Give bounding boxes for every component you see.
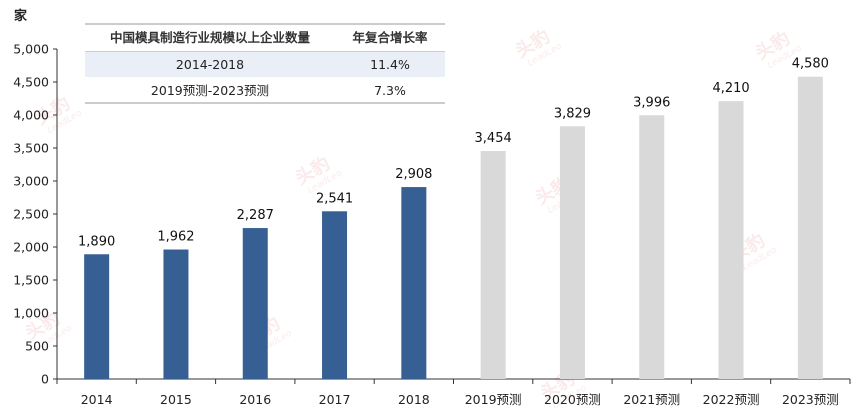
y-unit-label: 家 — [14, 8, 28, 24]
forecast-bar — [718, 101, 744, 379]
x-tick-label: 2015 — [160, 392, 192, 407]
x-tick-label: 2019预测 — [465, 392, 522, 407]
x-tick-label: 2014 — [81, 392, 113, 407]
actual-bar — [242, 228, 268, 379]
actual-bar — [163, 249, 189, 379]
data-labels: 1,890 1,962 2,287 2,541 2,908 3,454 3,829 3,996… — [78, 57, 829, 250]
table-cell-period: 2019预测-2023预测 — [151, 83, 269, 98]
table-row-band — [85, 52, 445, 77]
table-cell-period: 2014-2018 — [176, 57, 244, 72]
actual-bar — [401, 187, 427, 379]
forecast-bar — [559, 126, 585, 379]
y-tick-label: 4,000 — [13, 108, 49, 123]
bars — [84, 76, 823, 379]
x-tick-label: 2017 — [319, 392, 351, 407]
x-tick-label: 2020预测 — [544, 392, 601, 407]
bar-value-label: 2,287 — [237, 208, 274, 223]
table-header-cagr: 年复合增长率 — [352, 30, 428, 45]
y-tick-label: 0 — [41, 372, 49, 387]
forecast-bar — [639, 115, 665, 379]
x-tick-label: 2022预测 — [703, 392, 760, 407]
forecast-bar — [797, 76, 823, 379]
y-tick-label: 5,000 — [13, 42, 49, 57]
y-tick-label: 4,500 — [13, 75, 49, 90]
y-tick-label: 3,500 — [13, 141, 49, 156]
y-tick-label: 2,500 — [13, 207, 49, 222]
y-tick-label: 3,000 — [13, 174, 49, 189]
y-tick-label: 2,000 — [13, 240, 49, 255]
axes: 0 500 1,000 1,500 2,000 2,500 3,000 3,500 4,000 4… — [13, 42, 851, 407]
forecast-bar — [480, 151, 506, 379]
y-tick-label: 1,000 — [13, 306, 49, 321]
bar-value-label: 3,829 — [554, 106, 591, 121]
y-tick-label: 1,500 — [13, 273, 49, 288]
x-tick-label: 2021预测 — [623, 392, 680, 407]
x-tick-label: 2018 — [398, 392, 430, 407]
bar-value-label: 4,580 — [792, 57, 829, 72]
bar-value-label: 3,996 — [633, 95, 670, 110]
bar-value-label: 2,541 — [316, 191, 353, 206]
bar-value-label: 3,454 — [475, 131, 512, 146]
x-tick-label: 2023预测 — [782, 392, 839, 407]
actual-bar — [322, 211, 348, 379]
table-cell-cagr: 7.3% — [374, 83, 406, 98]
bar-value-label: 1,962 — [157, 230, 194, 245]
growth-table: 中国模具制造行业规模以上企业数量 年复合增长率 2014-2018 11.4% 2019… — [85, 23, 445, 104]
table-header-metric: 中国模具制造行业规模以上企业数量 — [110, 30, 311, 45]
table-cell-cagr: 11.4% — [370, 57, 410, 72]
actual-bar — [84, 254, 110, 379]
bar-value-label: 1,890 — [78, 234, 115, 249]
x-tick-label: 2016 — [239, 392, 271, 407]
y-tick-label: 500 — [25, 339, 49, 354]
bar-value-label: 4,210 — [712, 81, 749, 96]
bar-value-label: 2,908 — [395, 167, 432, 182]
